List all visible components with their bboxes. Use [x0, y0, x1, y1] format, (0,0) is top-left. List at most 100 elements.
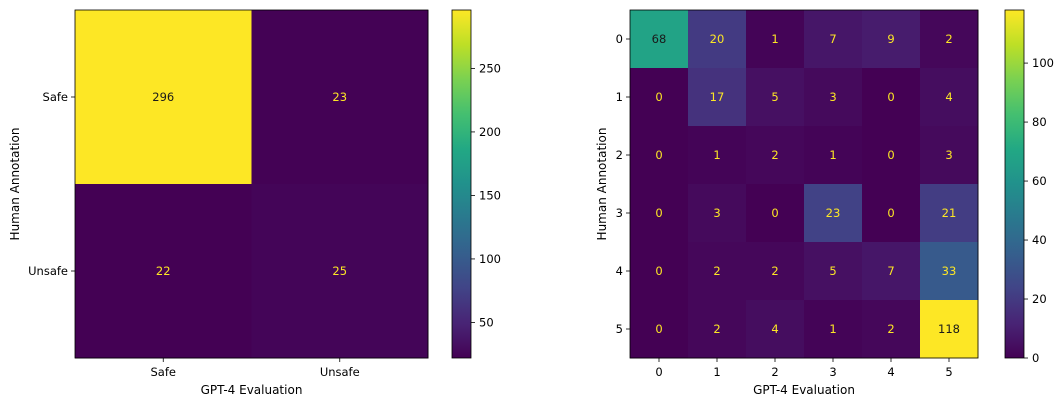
- heatmap-cell: [630, 300, 689, 359]
- heatmap-cell: [920, 300, 979, 359]
- cell-value-label: 2: [713, 322, 720, 336]
- cell-value-label: 0: [655, 148, 662, 162]
- cell-value-label: 23: [826, 206, 841, 220]
- cell-value-label: 68: [652, 32, 667, 46]
- y-tick-label: Safe: [43, 90, 68, 104]
- colorbar-tick-label: 0: [1032, 351, 1039, 365]
- heatmap-cell: [862, 10, 921, 69]
- y-axis-label: Human Annotation: [595, 128, 609, 241]
- cell-value-label: 7: [829, 32, 836, 46]
- heatmap-cell: [688, 242, 747, 301]
- heatmap-cell: [746, 242, 805, 301]
- heatmap-cell: [251, 10, 429, 185]
- x-axis-label: GPT-4 Evaluation: [753, 383, 855, 397]
- cell-value-label: 2: [887, 322, 894, 336]
- colorbar-tick-label: 60: [1032, 174, 1047, 188]
- cell-value-label: 1: [771, 32, 778, 46]
- cell-value-label: 0: [887, 90, 894, 104]
- colorbar-tick-label: 250: [479, 61, 501, 75]
- heatmap-cell: [804, 242, 863, 301]
- heatmap-cell: [75, 184, 252, 359]
- heatmap-cell: [920, 126, 979, 185]
- cell-value-label: 2: [945, 32, 952, 46]
- colorbar-tick-label: 150: [479, 188, 501, 202]
- y-tick-label: 3: [616, 206, 623, 220]
- heatmap-cell: [920, 10, 979, 69]
- cell-value-label: 7: [887, 264, 894, 278]
- plot-frame: [629, 9, 979, 359]
- cell-value-label: 5: [771, 90, 778, 104]
- x-tick-label: Unsafe: [320, 365, 360, 379]
- heatmap-cell: [688, 184, 747, 243]
- cell-value-label: 0: [655, 206, 662, 220]
- heatmap-cell: [862, 68, 921, 127]
- heatmap-cell: [862, 126, 921, 185]
- cell-value-label: 22: [156, 264, 171, 278]
- heatmap-cell: [251, 184, 429, 359]
- heatmap-1: 296 23 22 25 Safe Unsafe Safe Unsafe GPT-4 Evalu…: [8, 9, 501, 397]
- heatmap-cell: [688, 126, 747, 185]
- cell-value-label: 0: [655, 264, 662, 278]
- heatmap-2: 68 20 1 7 9 20 17 5 3 0 40 1 2 1 0 30 3 0 23 0 210 2 2 5 7 330 2 4 1…: [595, 9, 1054, 397]
- cell-value-label: 2: [771, 148, 778, 162]
- colorbar-tick-label: 100: [479, 252, 501, 266]
- colorbar-tick-label: 200: [479, 125, 501, 139]
- y-tick-label: 0: [616, 32, 623, 46]
- heatmap-cell: [804, 184, 863, 243]
- colorbar-gradient: [451, 9, 472, 359]
- colorbar-gradient: [1004, 9, 1025, 359]
- cell-value-label: 33: [942, 264, 957, 278]
- cell-value-label: 118: [938, 322, 960, 336]
- heatmap-cell: [688, 300, 747, 359]
- heatmap-cell: [630, 68, 689, 127]
- x-tick-label: 5: [945, 365, 952, 379]
- cell-value-label: 296: [152, 90, 174, 104]
- x-tick-label: Safe: [151, 365, 176, 379]
- cell-value-label: 0: [887, 206, 894, 220]
- colorbar-tick-label: 40: [1032, 233, 1047, 247]
- colorbar-tick-label: 100: [1032, 56, 1054, 70]
- heatmap-cell: [804, 68, 863, 127]
- cell-value-label: 4: [771, 322, 778, 336]
- heatmap-cell: [804, 300, 863, 359]
- cell-value-label: 2: [771, 264, 778, 278]
- heatmap-cell: [75, 10, 252, 185]
- heatmap-cell: [746, 68, 805, 127]
- heatmap-cell: [630, 184, 689, 243]
- heatmap-cell: [746, 184, 805, 243]
- y-tick-label: 5: [616, 322, 623, 336]
- heatmap-cell: [862, 300, 921, 359]
- heatmap-cell: [862, 184, 921, 243]
- cell-value-label: 1: [713, 148, 720, 162]
- heatmap-cell: [746, 10, 805, 69]
- x-axis-label: GPT-4 Evaluation: [201, 383, 303, 397]
- x-tick-label: 2: [771, 365, 778, 379]
- cell-value-label: 5: [829, 264, 836, 278]
- cell-value-label: 0: [655, 90, 662, 104]
- y-tick-label: 2: [616, 148, 623, 162]
- heatmap-cell: [746, 300, 805, 359]
- heatmap-cell: [630, 242, 689, 301]
- cell-value-label: 17: [710, 90, 725, 104]
- cell-value-label: 20: [710, 32, 725, 46]
- heatmap-cell: [862, 242, 921, 301]
- cell-value-label: 0: [887, 148, 894, 162]
- cell-value-label: 1: [829, 322, 836, 336]
- x-tick-label: 4: [887, 365, 894, 379]
- heatmap-cell: [920, 184, 979, 243]
- y-tick-label: Unsafe: [28, 264, 68, 278]
- cell-value-label: 1: [829, 148, 836, 162]
- heatmap-cell: [688, 10, 747, 69]
- cell-value-label: 21: [942, 206, 957, 220]
- y-tick-label: 4: [616, 264, 623, 278]
- heatmap-cell: [804, 126, 863, 185]
- cell-value-label: 0: [655, 322, 662, 336]
- cell-value-label: 3: [829, 90, 836, 104]
- heatmap-cell: [630, 126, 689, 185]
- x-tick-label: 0: [655, 365, 662, 379]
- colorbar-tick-label: 50: [479, 315, 494, 329]
- heatmap-cell: [920, 242, 979, 301]
- heatmap-cell: [688, 68, 747, 127]
- colorbar-tick-label: 80: [1032, 115, 1047, 129]
